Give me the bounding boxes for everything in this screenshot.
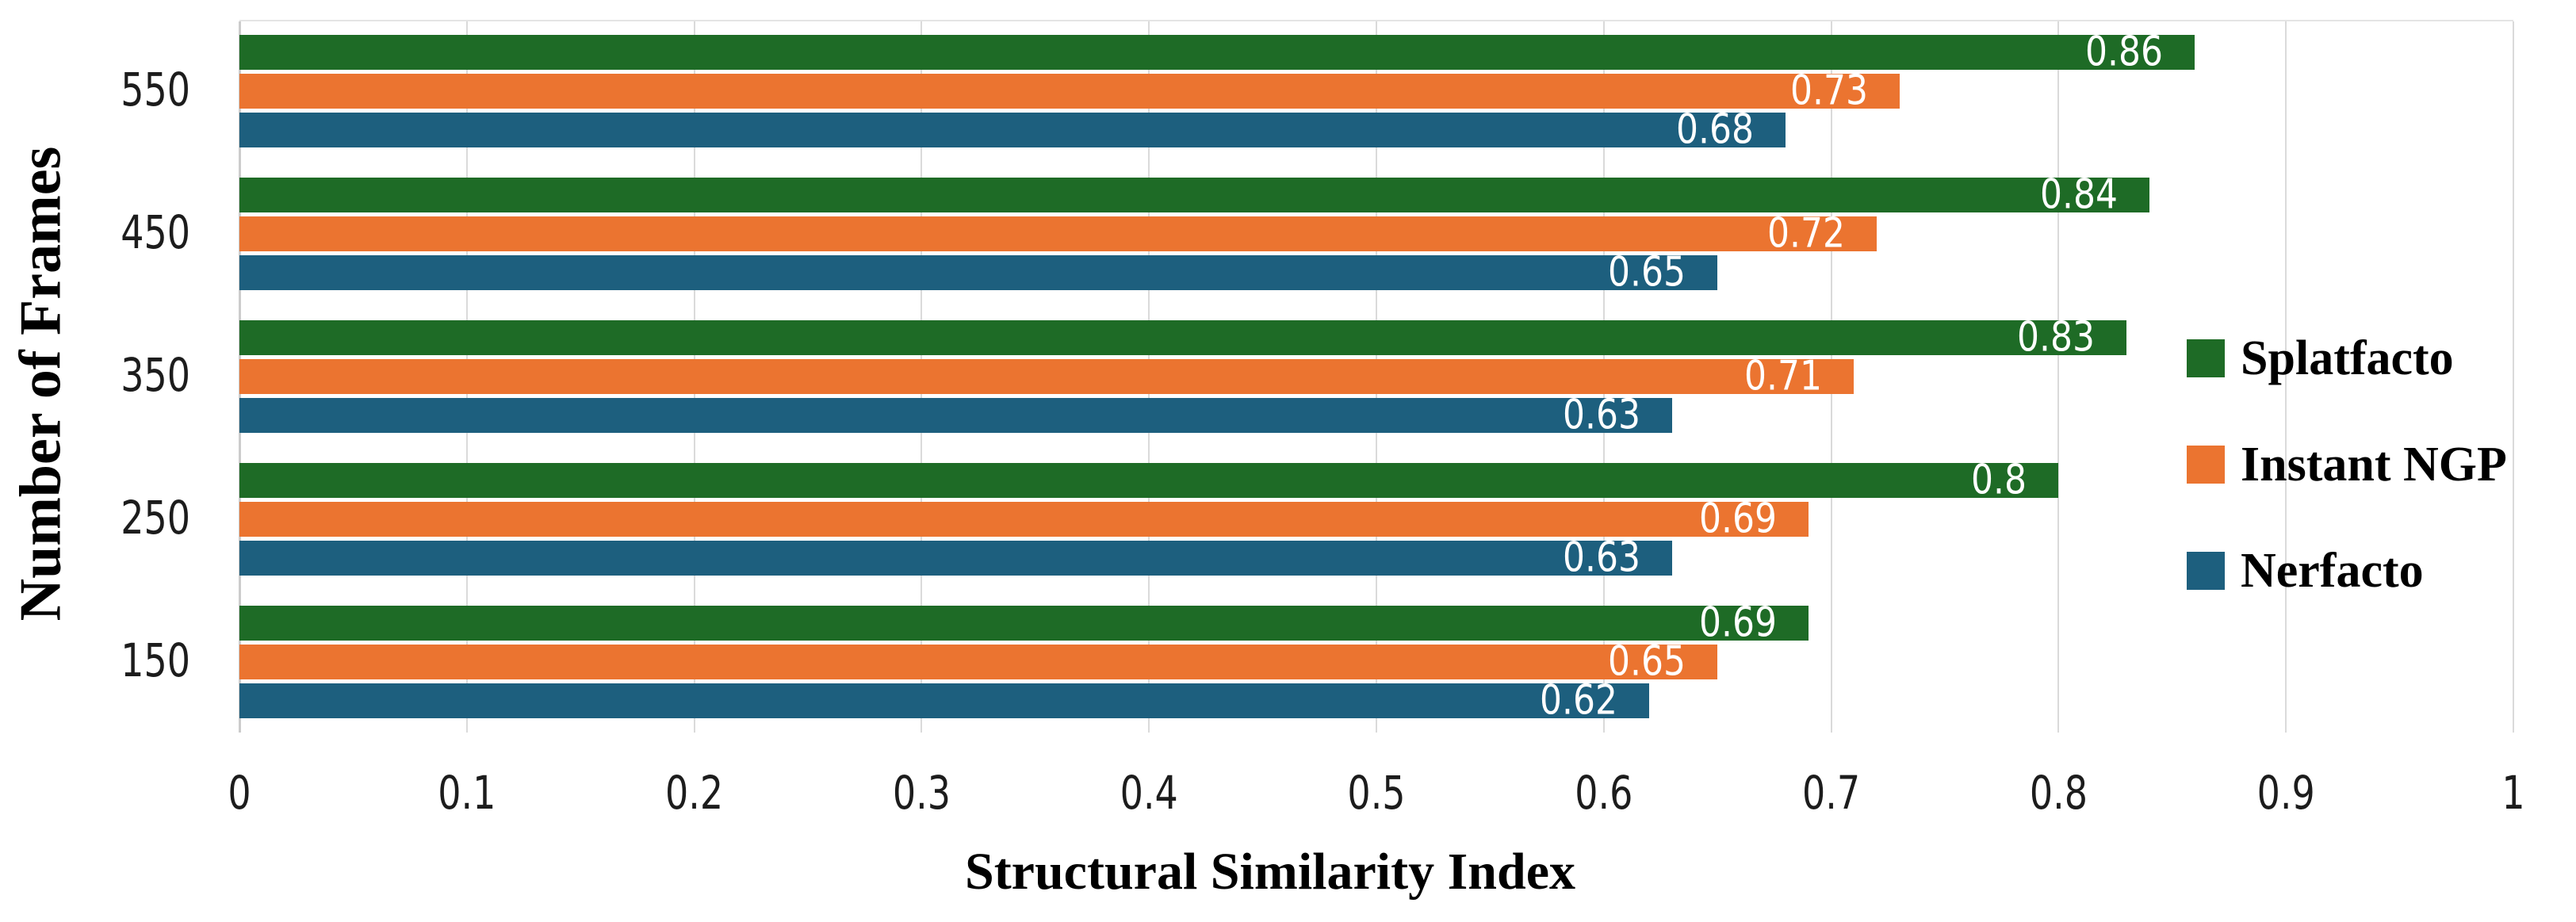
- x-tick-label-1: 1: [2501, 765, 2525, 821]
- bar-nerfacto-550: 0.68: [239, 109, 1786, 150]
- legend-entry-instant-ngp: Instant NGP: [2187, 436, 2507, 493]
- x-tick-label-0.7: 0.7: [1802, 765, 1861, 821]
- x-tick-label-0.9: 0.9: [2256, 765, 2315, 821]
- legend-swatch-nerfacto: [2187, 552, 2225, 590]
- bar-instant-ngp-250: 0.69: [239, 495, 1809, 543]
- y-axis-tick-labels: 550 450 350 250 150: [0, 0, 203, 922]
- bar-nerfacto-450: 0.65: [239, 248, 1717, 296]
- bar-instant-ngp-550: 0.73: [239, 67, 1900, 115]
- legend-label-nerfacto: Nerfacto: [2241, 543, 2424, 598]
- y-tick-label-350: 350: [121, 347, 190, 403]
- bar-value-label: 0.86: [2085, 28, 2163, 76]
- bar-splatfacto-150: 0.69: [239, 599, 1809, 647]
- bar-value-label: 0.73: [1790, 67, 1868, 115]
- bar-value-label: 0.83: [2017, 313, 2095, 362]
- gridline-0.8: [2057, 21, 2060, 733]
- bar-value-label: 0.63: [1563, 391, 1640, 439]
- bar-nerfacto-350: 0.63: [239, 391, 1672, 439]
- x-tick-label-0.8: 0.8: [2029, 765, 2088, 821]
- bar-value-label: 0.69: [1699, 599, 1777, 647]
- legend-entry-splatfacto: Splatfacto: [2187, 330, 2507, 387]
- legend-swatch-splatfacto: [2187, 339, 2225, 377]
- x-tick-label-0: 0: [228, 765, 251, 821]
- bar-value-label: 0.84: [2040, 170, 2118, 219]
- x-tick-label-0.1: 0.1: [438, 765, 496, 821]
- plot-area: 0.86 0.73 0.68 0.84 0.72 0.65 0.83 0.71 0.63 0.8 0…: [239, 20, 2514, 733]
- x-axis-tick-labels: 0 0.1 0.2 0.3 0.4 0.5 0.6 0.7 0.8 0.9 1: [228, 766, 2524, 823]
- bar-instant-ngp-150: 0.65: [239, 641, 1717, 682]
- bar-value-label: 0.69: [1699, 495, 1777, 543]
- bar-value-label: 0.72: [1767, 209, 1845, 258]
- legend-swatch-instant-ngp: [2187, 446, 2225, 484]
- x-tick-label-0.3: 0.3: [892, 765, 951, 821]
- y-tick-label-150: 150: [121, 633, 190, 688]
- x-tick-label-0.4: 0.4: [1120, 765, 1178, 821]
- bar-value-label: 0.8: [1971, 456, 2027, 504]
- x-axis-title: Structural Similarity Index: [965, 843, 1575, 901]
- legend-label-splatfacto: Splatfacto: [2241, 331, 2454, 385]
- bar-splatfacto-350: 0.83: [239, 313, 2126, 362]
- bar-value-label: 0.63: [1563, 534, 1640, 582]
- y-tick-label-250: 250: [121, 490, 190, 545]
- legend-entry-nerfacto: Nerfacto: [2187, 542, 2507, 599]
- bar-value-label: 0.68: [1676, 105, 1754, 154]
- bar-value-label: 0.65: [1608, 248, 1686, 296]
- bar-instant-ngp-450: 0.72: [239, 209, 1877, 258]
- bar-splatfacto-450: 0.84: [239, 174, 2149, 215]
- gridline-0.9: [2285, 21, 2287, 733]
- x-tick-label-0.5: 0.5: [1347, 765, 1406, 821]
- y-tick-label-550: 550: [121, 62, 190, 117]
- x-tick-label-0.2: 0.2: [665, 765, 724, 821]
- legend-label-instant-ngp: Instant NGP: [2241, 437, 2507, 492]
- bar-value-label: 0.65: [1608, 637, 1686, 686]
- bar-nerfacto-250: 0.63: [239, 534, 1672, 582]
- bar-splatfacto-550: 0.86: [239, 28, 2195, 76]
- bar-nerfacto-150: 0.62: [239, 676, 1649, 725]
- x-tick-label-0.6: 0.6: [1575, 765, 1633, 821]
- legend: Splatfacto Instant NGP Nerfacto: [2187, 330, 2507, 599]
- bar-splatfacto-250: 0.8: [239, 456, 2058, 504]
- bar-value-label: 0.71: [1744, 352, 1822, 400]
- bar-instant-ngp-350: 0.71: [239, 352, 1854, 400]
- bar-value-label: 0.62: [1540, 676, 1617, 725]
- gridline-1: [2513, 21, 2514, 733]
- y-tick-label-450: 450: [121, 205, 190, 260]
